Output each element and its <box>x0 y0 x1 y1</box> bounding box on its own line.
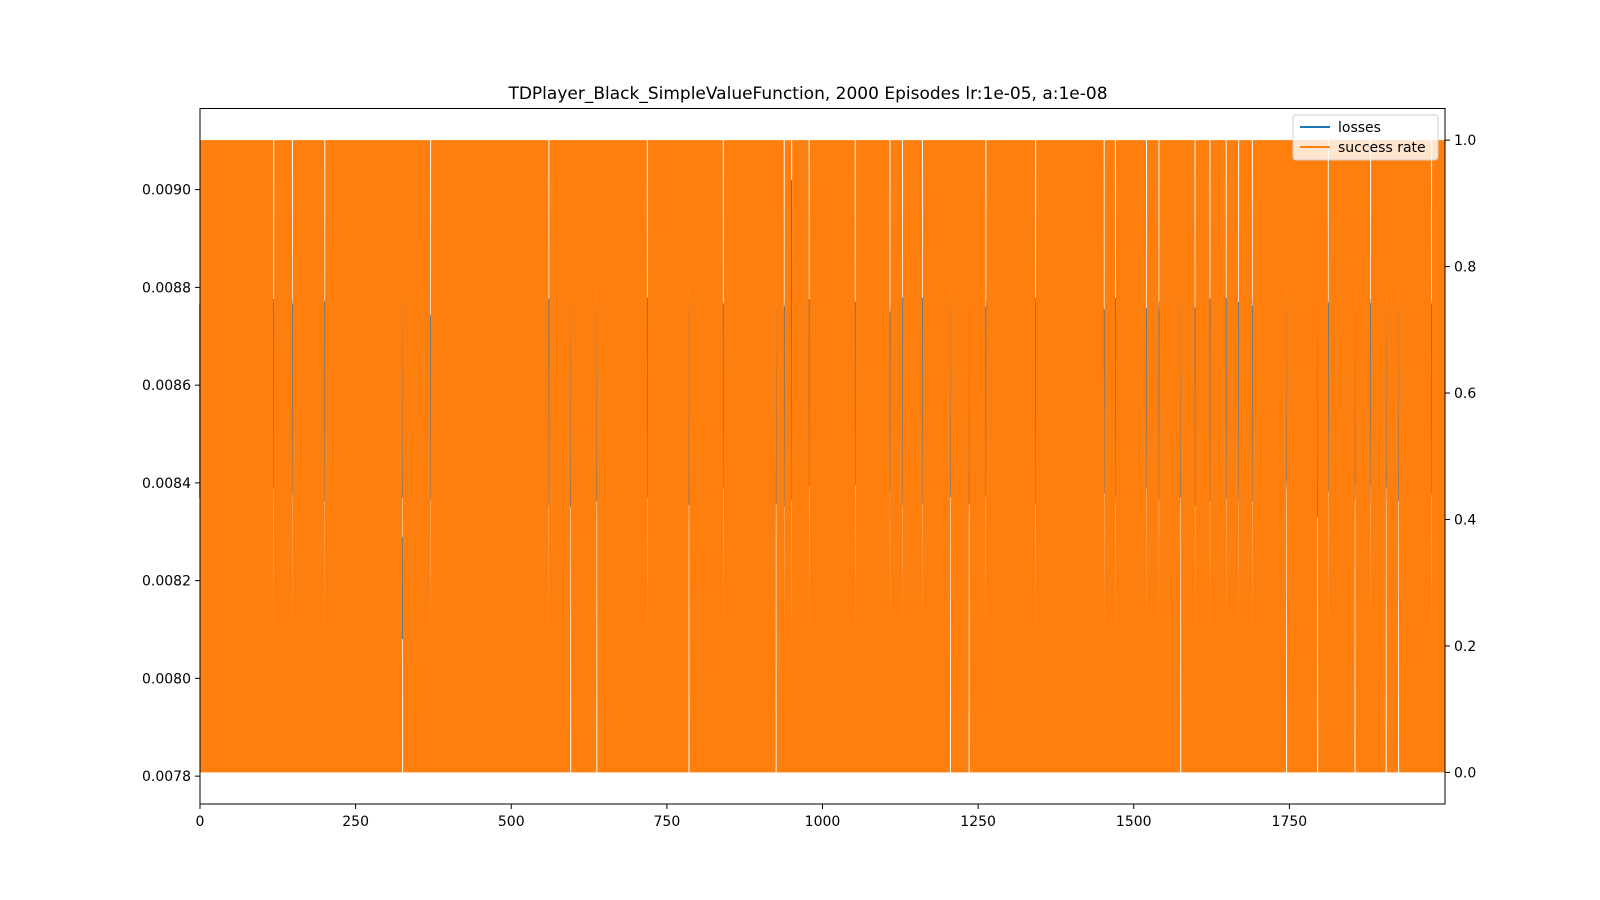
y-right-tick-label: 0.8 <box>1454 260 1476 276</box>
x-tick-label: 500 <box>498 814 525 830</box>
axes: 0 250 500 750 1000 1250 1500 1750 0.0078 0.0080 0.… <box>142 133 1476 830</box>
y-left-tick-label: 0.0078 <box>142 769 191 785</box>
series-success-rate-line <box>199 140 1446 773</box>
y-left-tick-label: 0.0090 <box>142 183 191 199</box>
legend-label-success-rate: success rate <box>1338 140 1426 156</box>
y-right-tick-label: 1.0 <box>1454 133 1476 149</box>
y-right-tick-label: 0.2 <box>1454 639 1476 655</box>
y-left-tick-label: 0.0086 <box>142 378 191 394</box>
plot-area <box>199 140 1446 773</box>
legend: losses success rate <box>1292 114 1439 161</box>
y-right-tick-label: 0.4 <box>1454 512 1476 528</box>
x-tick-label: 250 <box>342 814 369 830</box>
chart-title: TDPlayer_Black_SimpleValueFunction, 2000… <box>507 84 1107 104</box>
y-left-tick-label: 0.0088 <box>142 280 191 296</box>
x-tick-label: 750 <box>654 814 681 830</box>
y-left-tick-label: 0.0084 <box>142 476 191 492</box>
y-right-tick-label: 0.0 <box>1454 765 1476 781</box>
x-tick-label: 1250 <box>960 814 996 830</box>
x-tick-label: 1750 <box>1272 814 1308 830</box>
y-left-tick-label: 0.0080 <box>142 671 191 687</box>
y-left-tick-label: 0.0082 <box>142 574 191 590</box>
x-tick-label: 0 <box>196 814 205 830</box>
x-tick-label: 1500 <box>1116 814 1152 830</box>
x-tick-label: 1000 <box>805 814 841 830</box>
legend-label-losses: losses <box>1338 120 1381 136</box>
y-right-tick-label: 0.6 <box>1454 386 1476 402</box>
